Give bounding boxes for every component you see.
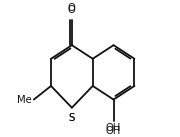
Text: S: S [69,113,75,123]
Text: S: S [69,113,75,123]
Text: O: O [68,5,76,15]
Text: OH: OH [106,123,121,133]
Text: O: O [68,2,76,12]
Text: Me: Me [17,95,32,105]
Text: OH: OH [106,126,121,136]
